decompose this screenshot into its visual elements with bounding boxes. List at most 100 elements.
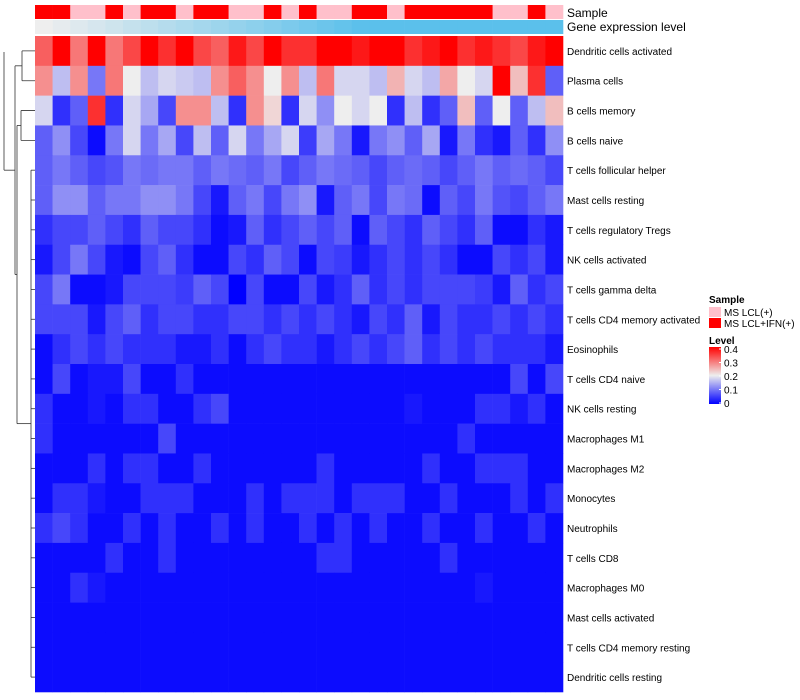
heatmap-cell — [404, 393, 423, 424]
heatmap-cell — [105, 65, 124, 96]
row-label: Dendritic cells activated — [567, 47, 672, 58]
heatmap-cell — [439, 185, 458, 216]
heatmap-cell — [299, 274, 317, 305]
heatmap-cell — [281, 125, 300, 156]
heatmap-cell — [52, 334, 71, 365]
heatmap-cell — [404, 483, 423, 514]
heatmap-cell — [193, 214, 212, 246]
heatmap-cell — [263, 274, 282, 305]
heatmap-cell — [545, 393, 564, 424]
heatmap-cell — [123, 274, 141, 305]
heatmap-cell — [527, 125, 546, 156]
heatmap-cell — [211, 155, 229, 186]
heatmap-cell — [369, 542, 388, 574]
heatmap-cell — [281, 274, 300, 305]
heatmap-cell — [316, 662, 335, 693]
heatmap-cell — [387, 572, 405, 603]
heatmap-cell — [246, 214, 265, 246]
heatmap-cell — [105, 334, 124, 365]
heatmap-cell — [87, 125, 106, 156]
heatmap-cell — [246, 632, 265, 663]
heatmap-cell — [545, 185, 564, 216]
heatmap-cell — [193, 125, 212, 156]
heatmap-cell — [211, 185, 229, 216]
heatmap-cell — [211, 513, 229, 544]
heatmap-cell — [492, 662, 511, 693]
sample-annotation-cell — [228, 5, 247, 19]
heatmap-cell — [263, 95, 282, 126]
sample-annotation-label: Sample — [567, 6, 608, 20]
sample-annotation-cell — [246, 5, 265, 19]
heatmap-cell — [211, 602, 229, 633]
sample-annotation-cell — [52, 5, 71, 19]
heatmap-cell — [87, 185, 106, 216]
heatmap-cell — [316, 95, 335, 126]
heatmap-cell — [158, 513, 177, 544]
heatmap-cell — [87, 453, 106, 484]
heatmap-cell — [439, 95, 458, 126]
heatmap-cell — [404, 602, 423, 633]
heatmap-cell — [211, 453, 229, 484]
heatmap-cell — [193, 602, 212, 633]
heatmap-cell — [175, 542, 194, 574]
heatmap-cell — [228, 423, 247, 454]
heatmap-cell — [175, 393, 194, 424]
heatmap-cell — [35, 393, 53, 424]
heatmap-cell — [545, 36, 564, 67]
heatmap-cell — [35, 572, 53, 603]
heatmap-cell — [545, 244, 564, 275]
heatmap-cell — [387, 334, 405, 365]
heatmap-cell — [369, 244, 388, 275]
heatmap-cell — [439, 214, 458, 246]
heatmap-cell — [35, 155, 53, 186]
heatmap-cell — [70, 125, 89, 156]
heatmap-cell — [211, 542, 229, 574]
heatmap-cell — [158, 274, 177, 305]
heatmap-cell — [87, 393, 106, 424]
heatmap-cell — [527, 185, 546, 216]
heatmap-cell — [334, 423, 353, 454]
heatmap-cell — [369, 632, 388, 663]
heatmap-cell — [457, 304, 476, 335]
heatmap-cell — [387, 95, 405, 126]
heatmap-cell — [404, 304, 423, 335]
heatmap-cell — [175, 244, 194, 275]
heatmap-cell — [316, 244, 335, 275]
heatmap-cell — [492, 393, 511, 424]
heatmap-cell — [369, 602, 388, 633]
heatmap-cell — [387, 185, 405, 216]
heatmap-cell — [422, 125, 441, 156]
heatmap-cell — [105, 95, 124, 126]
heatmap-cell — [35, 125, 53, 156]
heatmap-cell — [52, 274, 71, 305]
heatmap-cell — [527, 572, 546, 603]
heatmap-cell — [510, 36, 529, 67]
heatmap-cell — [439, 662, 458, 693]
heatmap-cell — [87, 155, 106, 186]
heatmap-cell — [87, 632, 106, 663]
heatmap-cell — [158, 364, 177, 395]
heatmap-cell — [246, 244, 265, 275]
heatmap-cell — [246, 65, 265, 96]
heatmap-cell — [123, 244, 141, 275]
heatmap-cell — [263, 423, 282, 454]
heatmap-cell — [123, 632, 141, 663]
heatmap-cell — [87, 214, 106, 246]
heatmap-cell — [87, 662, 106, 693]
heatmap-cell — [299, 602, 317, 633]
heatmap-cell — [140, 185, 159, 216]
heatmap-cell — [545, 95, 564, 126]
heatmap-cell — [369, 364, 388, 395]
heatmap-cell — [263, 244, 282, 275]
heatmap-cell — [387, 274, 405, 305]
heatmap-cell — [123, 155, 141, 186]
level-tick-label: 0.1 — [724, 386, 738, 397]
heatmap-cell — [52, 542, 71, 574]
heatmap-cell — [422, 185, 441, 216]
heatmap-cell — [334, 274, 353, 305]
sample-annotation-cell — [193, 5, 212, 19]
heatmap-cell — [422, 36, 441, 67]
heatmap-cell — [140, 483, 159, 514]
heatmap-cell — [351, 304, 370, 335]
sample-annotation-cell — [439, 5, 458, 19]
